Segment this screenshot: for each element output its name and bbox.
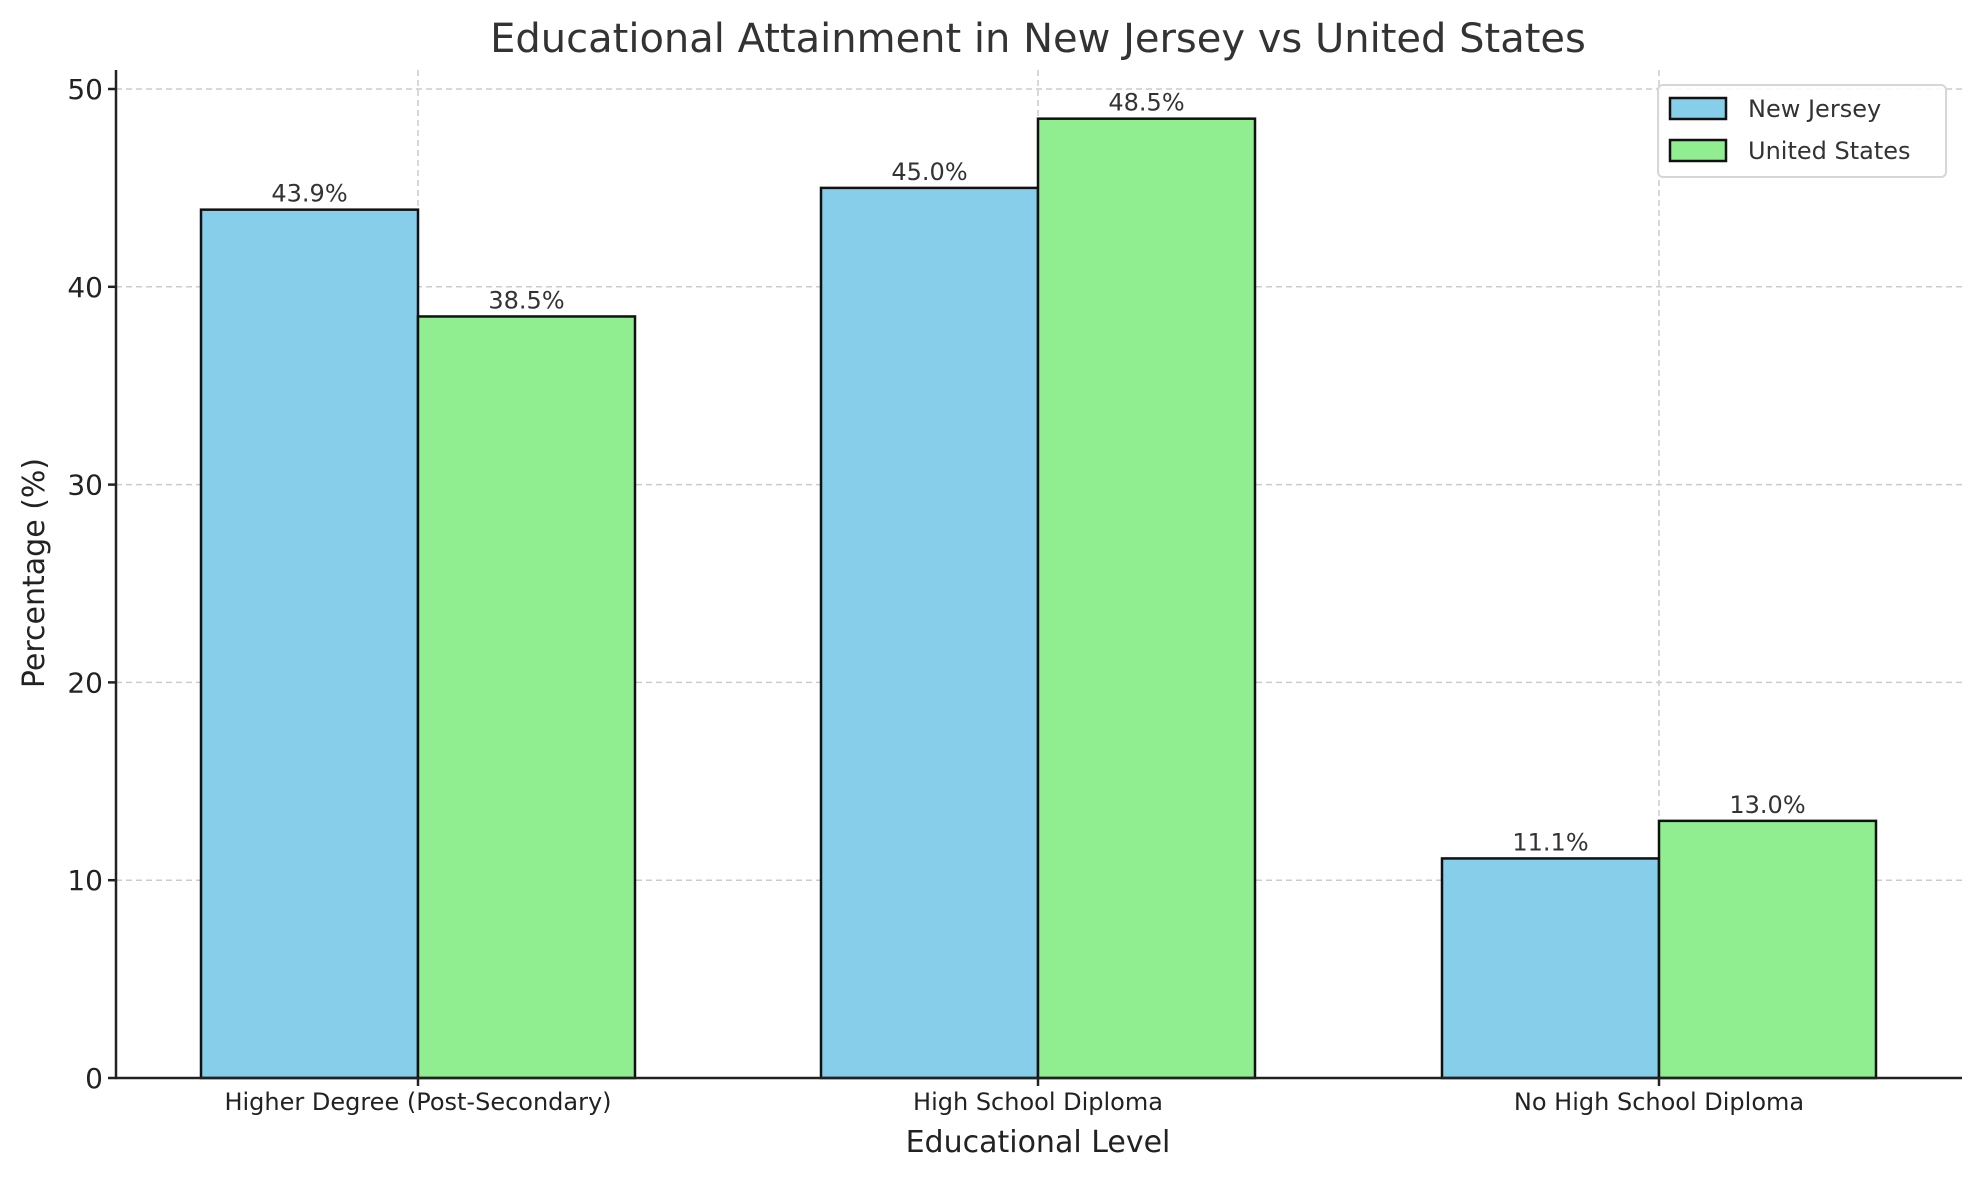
y-axis-label: Percentage (%): [17, 458, 52, 688]
legend-swatch-united-states: [1668, 138, 1728, 163]
bar-value-label: 45.0%: [891, 158, 967, 186]
bar-new-jersey: [1440, 857, 1661, 1080]
x-ticks: Higher Degree (Post-Secondary) High Schoo…: [224, 1078, 1804, 1116]
bar-united-states: [1657, 819, 1878, 1080]
legend: New Jersey United States: [1657, 84, 1947, 178]
legend-label-united-states: United States: [1748, 137, 1911, 165]
y-tick-label: 10: [67, 864, 103, 897]
x-tick-label: High School Diploma: [913, 1088, 1163, 1116]
y-tick-label: 0: [85, 1062, 103, 1095]
y-tick-label: 50: [67, 73, 103, 106]
bar-value-label: 13.0%: [1729, 791, 1805, 819]
y-tick-label: 40: [67, 271, 103, 304]
bar-united-states: [1036, 117, 1257, 1080]
bar-value-label: 11.1%: [1512, 828, 1588, 856]
bar-value-label: 38.5%: [488, 286, 564, 314]
legend-label-new-jersey: New Jersey: [1748, 95, 1881, 123]
bar-new-jersey: [199, 208, 420, 1080]
bar-value-label: 48.5%: [1108, 89, 1184, 117]
chart-title: Educational Attainment in New Jersey vs …: [490, 16, 1586, 62]
y-ticks: 0 10 20 30 40 50: [67, 73, 116, 1095]
bar-new-jersey: [819, 186, 1040, 1080]
bars: [199, 117, 1878, 1080]
x-tick-label: No High School Diploma: [1514, 1088, 1804, 1116]
legend-frame: [1657, 84, 1947, 178]
value-labels: 43.9% 45.0% 11.1% 38.5% 48.5% 13.0%: [271, 89, 1805, 857]
x-axis-label: Educational Level: [906, 1125, 1171, 1160]
y-tick-label: 30: [67, 469, 103, 502]
bar-value-label: 43.9%: [271, 180, 347, 208]
bar-united-states: [416, 315, 637, 1080]
y-tick-label: 20: [67, 666, 103, 699]
x-tick-label: Higher Degree (Post-Secondary): [224, 1088, 611, 1116]
legend-swatch-new-jersey: [1668, 96, 1728, 121]
